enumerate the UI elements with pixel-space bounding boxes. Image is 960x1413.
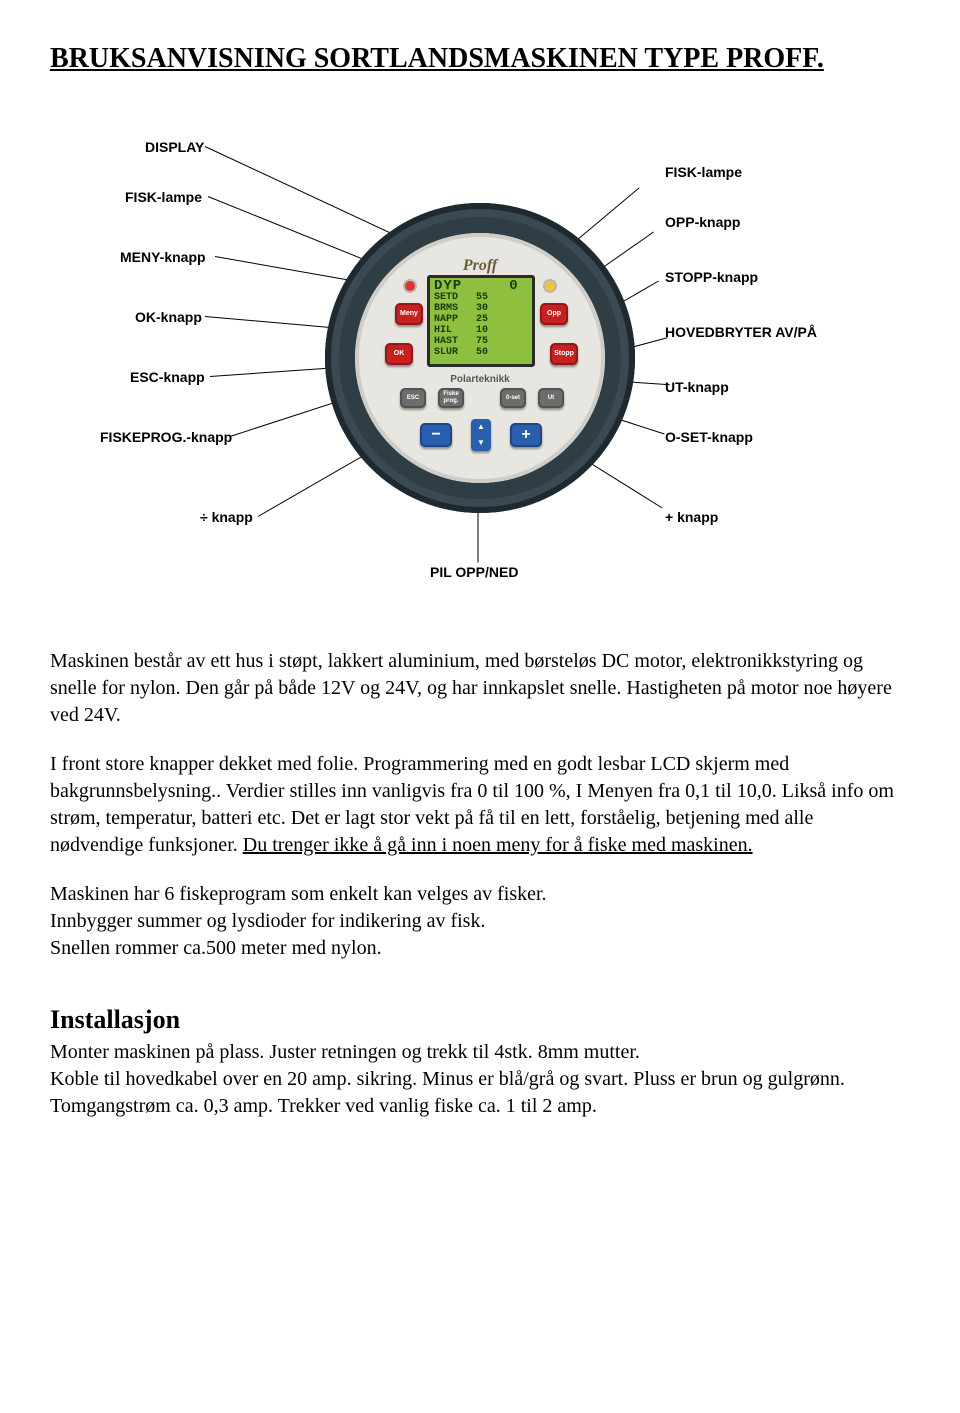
ut-button[interactable]: Ut — [538, 388, 564, 408]
ok-button[interactable]: OK — [385, 343, 413, 365]
esc-button[interactable]: ESC — [400, 388, 426, 408]
label-display: DISPLAY — [145, 138, 204, 157]
fiskeprog-button[interactable]: Fiske prog. — [438, 388, 464, 408]
install-l1: Monter maskinen på plass. Juster retning… — [50, 1039, 910, 1066]
install-l2: Koble til hovedkabel over en 20 amp. sik… — [50, 1066, 910, 1093]
label-esc-knapp: ESC-knapp — [130, 368, 205, 387]
p3-l2: Innbygger summer og lysdioder for indike… — [50, 910, 485, 932]
label-pil-opp-ned: PIL OPP/NED — [430, 563, 518, 582]
label-plus-knapp: + knapp — [665, 508, 718, 527]
label-ut-knapp: UT-knapp — [665, 378, 729, 397]
stopp-button[interactable]: Stopp — [550, 343, 578, 365]
lcd-row: HIL 10 — [434, 325, 528, 336]
para2-underline: Du trenger ikke å gå inn i noen meny for… — [243, 834, 753, 856]
install-heading: Installasjon — [50, 1002, 910, 1037]
label-meny-knapp: MENY-knapp — [120, 248, 206, 267]
paragraph-front: I front store knapper dekket med folie. … — [50, 751, 910, 859]
meny-button[interactable]: Meny — [395, 303, 423, 325]
lcd-display: DYP 0 SETD 55 BRMS 30 NAPP 25 HIL 10 HAS… — [427, 275, 535, 367]
device-face: Proff DYP 0 SETD 55 BRMS 30 NAPP 25 HIL … — [355, 233, 605, 483]
device-diagram: DISPLAY FISK-lampe MENY-knapp OK-knapp E… — [100, 108, 860, 608]
pil-opp-ned-button[interactable]: ▲▼ — [471, 419, 491, 451]
page-title: BRUKSANVISNING SORTLANDSMASKINEN TYPE PR… — [50, 40, 910, 78]
p3-l1: Maskinen har 6 fiskeprogram som enkelt k… — [50, 883, 547, 905]
lcd-top: DYP 0 — [434, 281, 528, 292]
label-fisk-lampe-r: FISK-lampe — [665, 163, 742, 182]
plus-button[interactable]: + — [510, 423, 542, 447]
label-opp-knapp: OPP-knapp — [665, 213, 740, 232]
label-minus-knapp: ÷ knapp — [200, 508, 253, 527]
paragraph-intro: Maskinen består av ett hus i støpt, lakk… — [50, 648, 910, 729]
device-sublabel: Polarteknikk — [355, 373, 605, 387]
lcd-row: HAST 75 — [434, 336, 528, 347]
label-fisk-lampe-l: FISK-lampe — [125, 188, 202, 207]
fisk-lampe-right-icon — [545, 281, 555, 291]
install-l3: Tomgangstrøm ca. 0,3 amp. Trekker ved va… — [50, 1093, 910, 1120]
label-stopp-knapp: STOPP-knapp — [665, 268, 758, 287]
lcd-row: SLUR 50 — [434, 347, 528, 358]
device-body: Proff DYP 0 SETD 55 BRMS 30 NAPP 25 HIL … — [325, 203, 635, 513]
label-fiskeprog: FISKEPROG.-knapp — [100, 428, 232, 447]
lcd-row: NAPP 25 — [434, 314, 528, 325]
lcd-row: BRMS 30 — [434, 303, 528, 314]
device-brand: Proff — [355, 255, 605, 277]
paragraph-programs: Maskinen har 6 fiskeprogram som enkelt k… — [50, 881, 910, 962]
oset-button[interactable]: 0-set — [500, 388, 526, 408]
label-ok-knapp: OK-knapp — [135, 308, 202, 327]
p3-l3: Snellen rommer ca.500 meter med nylon. — [50, 937, 382, 959]
fisk-lampe-left-icon — [405, 281, 415, 291]
label-oset-knapp: O-SET-knapp — [665, 428, 753, 447]
opp-button[interactable]: Opp — [540, 303, 568, 325]
label-hovedbryter: HOVEDBRYTER AV/PÅ — [665, 323, 817, 342]
minus-button[interactable]: − — [420, 423, 452, 447]
